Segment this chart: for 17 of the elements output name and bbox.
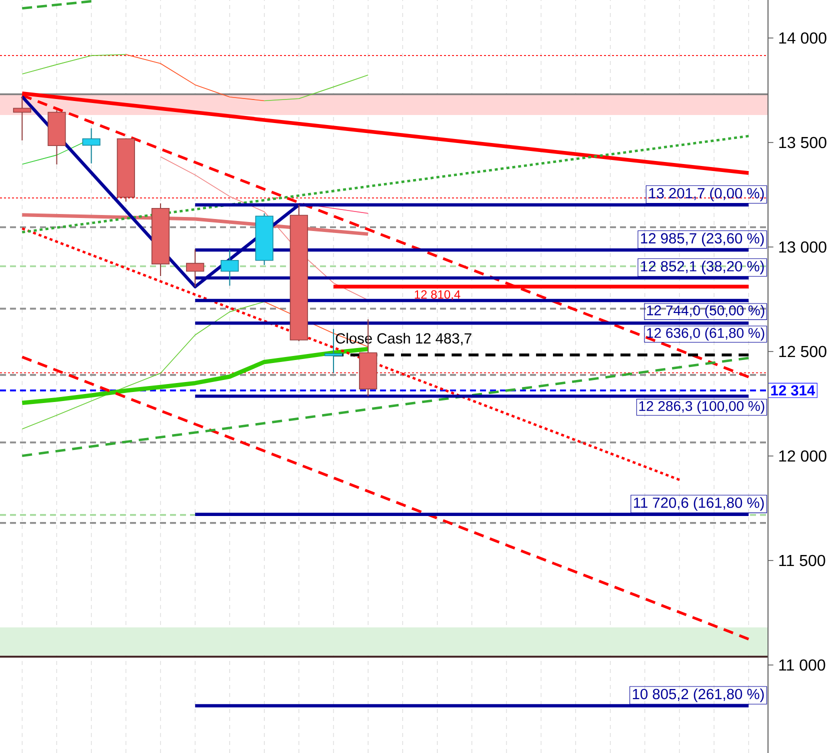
y-tick-label: 13 500	[779, 136, 826, 148]
series-label: 12 852,1 (38,20 %)	[641, 260, 764, 274]
y-tick-label: 11 500	[779, 554, 826, 566]
series-label: 12 636,0 (61,80 %)	[647, 328, 764, 341]
y-tick-label: 14 000	[779, 32, 826, 44]
series-label: 12 985,7 (23,60 %)	[641, 232, 764, 246]
y-tick-label: 13 000	[779, 241, 826, 253]
y-tick-label: 12 000	[779, 450, 826, 462]
y-tick-label: 12 500	[779, 346, 826, 358]
series-label: 13 201,7 (0,00 %)	[649, 188, 764, 202]
series-label: 12 810,4	[414, 290, 460, 300]
ref-line-label: 12 314	[771, 385, 816, 396]
y-tick-label: 11 000	[779, 659, 826, 671]
series-label: 11 720,6 (161,80 %)	[634, 497, 764, 511]
series-label: 10 805,2 (261,80 %)	[632, 688, 764, 702]
series-label: 12 286,3 (100,00 %)	[639, 400, 764, 414]
series-label: 12 744,0 (50,00 %)	[647, 305, 764, 318]
